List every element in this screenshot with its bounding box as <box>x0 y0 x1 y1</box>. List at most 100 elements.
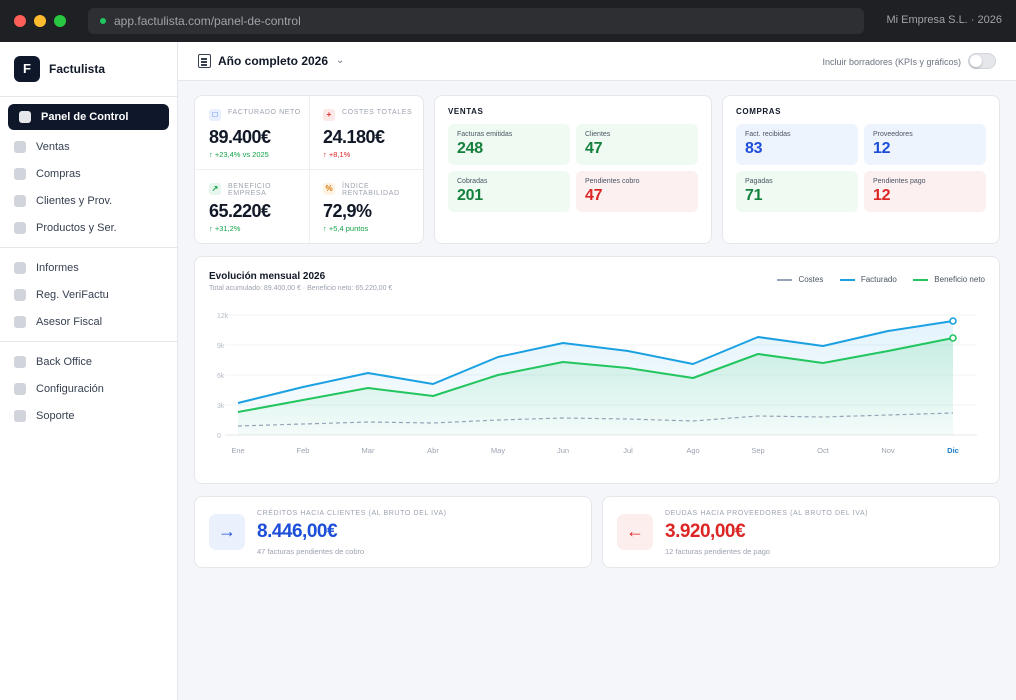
monthly-chart-card: 0 3k 6k 9k 12k Ene Feb Mar Abr May Jun Jul Ago Sep Oct… <box>194 256 1000 484</box>
tile-facturas-emitidas[interactable]: Facturas emitidas 248 <box>448 124 570 165</box>
x-tick-label: Ene <box>231 446 244 455</box>
kpi-value: 65.220€ <box>209 201 271 221</box>
sidebar-item-label: Productos y Ser. <box>36 222 117 234</box>
products-icon <box>14 222 26 234</box>
series-endpoint-facturado <box>949 317 957 325</box>
kpi-value: 24.180€ <box>323 127 385 147</box>
legend-item-beneficio[interactable]: Beneficio neto <box>913 275 985 284</box>
trend-up-icon: ↗ <box>209 183 221 195</box>
kpi-card: □ FACTURADO NETO 89.400€ ↑ +23,4% vs 202… <box>194 95 424 244</box>
kpi-label: COSTES TOTALES <box>342 109 413 116</box>
tile-label: Facturas emitidas <box>457 131 513 138</box>
tile-label: Pendientes cobro <box>585 178 640 185</box>
kpi-facturado-neto: □ FACTURADO NETO 89.400€ ↑ +23,4% vs 202… <box>209 109 319 179</box>
app-name: Factulista <box>49 62 106 76</box>
kpi-divider <box>195 169 423 170</box>
sidebar-item-ventas[interactable]: Ventas <box>8 134 169 160</box>
x-tick-label: Nov <box>881 446 895 455</box>
period-selector[interactable]: Año completo 2026 <box>218 54 329 68</box>
tile-value: 47 <box>585 140 603 157</box>
tile-fact-recibidas[interactable]: Fact. recibidas 83 <box>736 124 858 165</box>
back-office-icon <box>14 356 26 368</box>
x-tick-label: Ago <box>686 446 699 455</box>
creditos-clientes-card[interactable]: → CRÉDITOS HACIA CLIENTES (AL BRUTO DEL … <box>194 496 592 568</box>
balance-label: DEUDAS HACIA PROVEEDORES (AL BRUTO DEL I… <box>665 510 869 517</box>
balance-subtext: 47 facturas pendientes de cobro <box>257 547 365 556</box>
sidebar-item-informes[interactable]: Informes <box>8 255 169 281</box>
y-tick-label: 12k <box>217 313 229 320</box>
x-tick-label: Jul <box>623 446 633 455</box>
legend-item-facturado[interactable]: Facturado <box>839 275 897 285</box>
sidebar-divider <box>0 247 177 248</box>
sidebar-item-label: Compras <box>36 168 81 180</box>
y-tick-label: 0 <box>217 433 221 440</box>
tile-pendientes-pago[interactable]: Pendientes pago 12 <box>864 171 986 212</box>
plus-icon: + <box>323 109 335 121</box>
legend-label: Costes <box>798 275 824 285</box>
tile-value: 12 <box>873 140 891 157</box>
sidebar-item-label: Informes <box>36 262 79 274</box>
sidebar-item-configuracion[interactable]: Configuración <box>8 376 169 402</box>
sidebar-item-back-office[interactable]: Back Office <box>8 349 169 375</box>
tile-value: 71 <box>745 187 763 204</box>
monthly-chart[interactable]: 0 3k 6k 9k 12k Ene Feb Mar Abr May Jun Jul Ago Sep Oct… <box>195 257 1001 485</box>
sidebar-item-productos[interactable]: Productos y Ser. <box>8 215 169 241</box>
legend-label: Facturado <box>860 275 897 285</box>
legend-item-costes[interactable]: Costes <box>777 275 823 284</box>
kpi-change: ↑ +5,4 puntos <box>323 224 369 233</box>
beneficio-area <box>238 338 953 435</box>
window-maximize-button[interactable] <box>54 15 66 27</box>
x-tick-label: Feb <box>297 446 310 455</box>
tile-pagadas[interactable]: Pagadas 71 <box>736 171 858 212</box>
sidebar-item-clientes[interactable]: Clientes y Prov. <box>8 188 169 214</box>
sidebar-divider <box>0 96 177 97</box>
square-icon: □ <box>209 109 221 121</box>
window-minimize-button[interactable] <box>34 15 46 27</box>
x-tick-label: Sep <box>751 446 764 455</box>
series-line-facturado <box>237 320 954 404</box>
sidebar-item-soporte[interactable]: Soporte <box>8 403 169 429</box>
tile-proveedores[interactable]: Proveedores 12 <box>864 124 986 165</box>
sidebar-item-label: Configuración <box>36 383 104 395</box>
series-line-costes <box>237 412 954 427</box>
kpi-label: ÍNDICE RENTABILIDAD <box>342 183 400 197</box>
sidebar-item-panel-de-control[interactable]: Panel de Control <box>8 104 169 130</box>
sidebar-item-verifactu[interactable]: Reg. VeriFactu <box>8 282 169 308</box>
x-tick-label: Abr <box>427 446 439 455</box>
balance-value: 3.920,00€ <box>665 521 746 542</box>
y-tick-label: 6k <box>217 373 225 380</box>
kpi-change: ↑ +8,1% <box>323 150 351 159</box>
chart-subtitle: Total acumulado: 89.400,00 € · Beneficio… <box>209 285 393 292</box>
tile-label: Cobradas <box>457 178 488 185</box>
tile-label: Proveedores <box>873 131 913 138</box>
top-bar: Año completo 2026 ⌄ Incluir borradores (… <box>178 42 1016 81</box>
include-drafts-toggle[interactable] <box>968 53 996 69</box>
percent-icon: % <box>323 183 335 195</box>
address-bar[interactable]: app.factulista.com/panel-de-control <box>88 8 864 34</box>
y-tick-label: 9k <box>217 343 225 350</box>
chevron-down-icon[interactable]: ⌄ <box>336 55 345 66</box>
include-drafts-label: Incluir borradores (KPIs y gráficos) <box>822 57 961 67</box>
support-icon <box>14 410 26 422</box>
kpi-costes-totales: + COSTES TOTALES 24.180€ ↑ +8,1% <box>323 109 433 179</box>
ventas-title: VENTAS <box>448 107 484 116</box>
tile-pendientes-cobro[interactable]: Pendientes cobro 47 <box>576 171 698 212</box>
sidebar-divider <box>0 341 177 342</box>
arrow-right-icon: → <box>209 514 245 550</box>
tile-clientes[interactable]: Clientes 47 <box>576 124 698 165</box>
window-close-button[interactable] <box>14 15 26 27</box>
sidebar-item-compras[interactable]: Compras <box>8 161 169 187</box>
ventas-card: VENTAS Facturas emitidas 248 Clientes 47… <box>434 95 712 244</box>
sidebar-item-label: Ventas <box>36 141 70 153</box>
tile-value: 47 <box>585 187 603 204</box>
balance-value: 8.446,00€ <box>257 521 338 542</box>
series-endpoint-beneficio-neto <box>949 334 957 342</box>
sidebar-item-asesor-fiscal[interactable]: Asesor Fiscal <box>8 309 169 335</box>
tile-label: Pagadas <box>745 178 773 185</box>
legend-label: Beneficio neto <box>934 275 985 285</box>
compras-card: COMPRAS Fact. recibidas 83 Proveedores 1… <box>722 95 1000 244</box>
chart-legend: Costes Facturado Beneficio neto <box>765 271 985 285</box>
sidebar-item-label: Reg. VeriFactu <box>36 289 109 301</box>
deudas-proveedores-card[interactable]: ← DEUDAS HACIA PROVEEDORES (AL BRUTO DEL… <box>602 496 1000 568</box>
tile-cobradas[interactable]: Cobradas 201 <box>448 171 570 212</box>
